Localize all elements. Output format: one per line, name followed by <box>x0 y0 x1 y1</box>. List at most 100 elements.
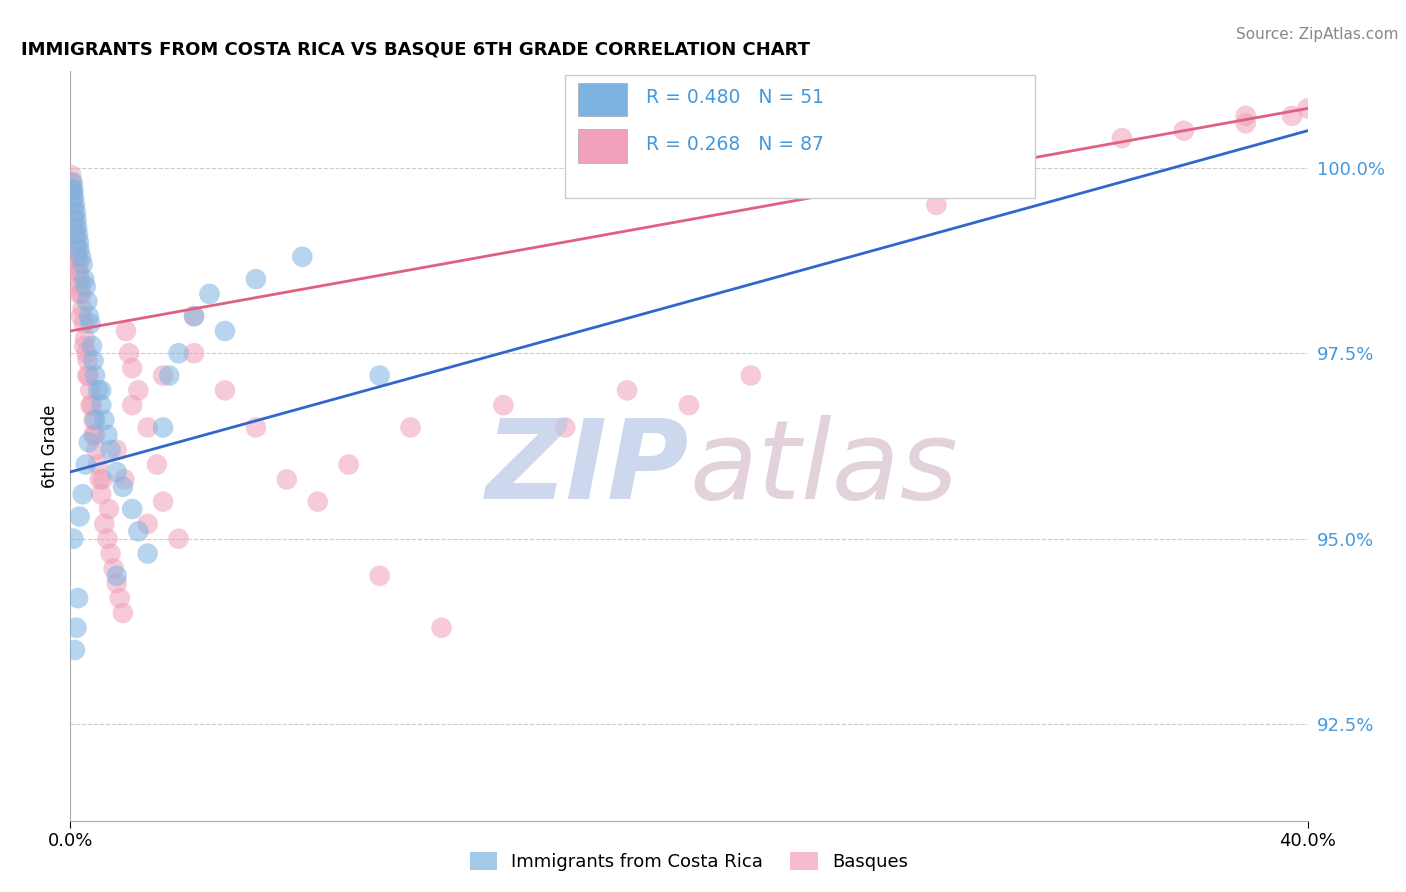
Point <box>430 621 453 635</box>
Point <box>62 198 84 212</box>
Point <box>62 176 84 190</box>
Point <box>121 502 143 516</box>
Point <box>73 272 96 286</box>
Point <box>136 547 159 561</box>
Point <box>1173 124 1195 138</box>
Point <box>91 472 114 486</box>
Point <box>65 250 87 264</box>
Point <box>72 301 94 316</box>
Point <box>121 398 143 412</box>
Point <box>79 317 101 331</box>
Point <box>63 227 86 242</box>
Point <box>69 243 91 257</box>
Point <box>616 384 638 398</box>
Point <box>77 368 100 383</box>
Point <box>307 494 329 508</box>
Point <box>79 384 101 398</box>
Point <box>82 353 105 368</box>
Legend: Immigrants from Costa Rica, Basques: Immigrants from Costa Rica, Basques <box>463 845 915 879</box>
Point <box>62 532 84 546</box>
Point <box>93 413 115 427</box>
Bar <box>578 83 627 116</box>
Point <box>67 591 90 605</box>
Point <box>98 502 120 516</box>
Point <box>167 346 190 360</box>
Point <box>554 420 576 434</box>
Point <box>77 435 100 450</box>
Point <box>105 442 128 457</box>
Point <box>90 487 112 501</box>
Point <box>1281 109 1303 123</box>
Point <box>70 309 93 323</box>
Point <box>87 384 110 398</box>
Point <box>69 279 91 293</box>
Point <box>72 487 94 501</box>
Point <box>63 643 86 657</box>
Point <box>62 183 84 197</box>
Point <box>65 235 87 249</box>
Point <box>152 368 174 383</box>
Point <box>925 161 948 175</box>
Point <box>368 368 391 383</box>
Point <box>103 561 125 575</box>
Point <box>167 532 190 546</box>
FancyBboxPatch shape <box>565 75 1035 198</box>
Point <box>337 458 360 472</box>
Point <box>65 621 87 635</box>
Point <box>1111 131 1133 145</box>
Point <box>80 339 103 353</box>
Point <box>152 494 174 508</box>
Point <box>127 524 149 539</box>
Point <box>60 176 83 190</box>
Point <box>60 168 83 182</box>
Point <box>136 516 159 531</box>
Text: Source: ZipAtlas.com: Source: ZipAtlas.com <box>1236 27 1399 42</box>
Point <box>79 398 101 412</box>
Point <box>100 547 122 561</box>
Point <box>75 279 97 293</box>
Point <box>1234 109 1257 123</box>
Point <box>105 576 128 591</box>
Point <box>146 458 169 472</box>
Point <box>67 227 90 242</box>
Point <box>75 346 97 360</box>
Point <box>96 532 118 546</box>
Point <box>183 346 205 360</box>
Point <box>72 257 94 271</box>
Point <box>73 317 96 331</box>
Point <box>84 413 107 427</box>
Point <box>65 212 87 227</box>
Point <box>118 346 141 360</box>
Point <box>65 227 87 242</box>
Point <box>75 458 97 472</box>
Point <box>63 212 86 227</box>
Text: IMMIGRANTS FROM COSTA RICA VS BASQUE 6TH GRADE CORRELATION CHART: IMMIGRANTS FROM COSTA RICA VS BASQUE 6TH… <box>21 41 810 59</box>
Point <box>157 368 180 383</box>
Point <box>84 368 107 383</box>
Point <box>67 265 90 279</box>
Point <box>105 465 128 479</box>
Point <box>214 324 236 338</box>
Point <box>183 309 205 323</box>
Point <box>127 384 149 398</box>
Point <box>69 287 91 301</box>
Point <box>121 361 143 376</box>
Point <box>82 428 105 442</box>
Point <box>214 384 236 398</box>
Point <box>62 190 84 204</box>
Point <box>1234 116 1257 130</box>
Point <box>66 220 89 235</box>
Point <box>1296 102 1319 116</box>
Point <box>198 287 221 301</box>
Point <box>93 516 115 531</box>
Point <box>80 398 103 412</box>
Point <box>678 398 700 412</box>
Point <box>65 220 87 235</box>
Point <box>100 442 122 457</box>
Point <box>62 212 84 227</box>
Point <box>740 368 762 383</box>
Point <box>987 145 1010 160</box>
Point <box>114 472 135 486</box>
Point <box>82 413 105 427</box>
Point <box>87 458 110 472</box>
